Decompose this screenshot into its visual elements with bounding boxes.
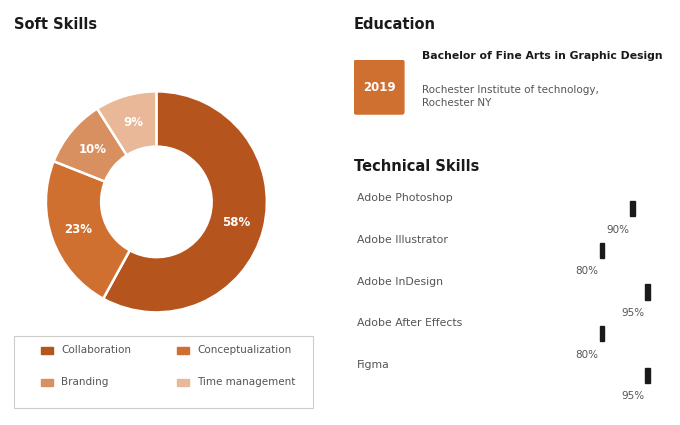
Wedge shape [46,161,130,299]
FancyBboxPatch shape [354,60,405,115]
Text: Figma: Figma [357,360,390,370]
Text: Adobe After Effects: Adobe After Effects [357,318,462,329]
Bar [630,201,634,216]
Bar [645,284,650,300]
Text: Technical Skills: Technical Skills [354,159,479,174]
Text: 2019: 2019 [363,81,395,94]
Text: 9%: 9% [123,116,143,129]
Text: Branding: Branding [61,377,109,387]
Text: 10%: 10% [79,142,107,156]
Text: 80%: 80% [575,350,598,360]
Text: Adobe InDesign: Adobe InDesign [357,277,443,287]
Text: Adobe Photoshop: Adobe Photoshop [357,193,453,204]
Text: 95%: 95% [621,391,644,402]
Bar [600,243,604,258]
Text: Soft Skills: Soft Skills [14,17,97,32]
Text: Bachelor of Fine Arts in Graphic Design: Bachelor of Fine Arts in Graphic Design [422,51,662,61]
Bar [645,368,650,383]
Text: 23%: 23% [65,224,92,236]
Text: Time management: Time management [197,377,296,387]
Text: Conceptualization: Conceptualization [197,345,292,355]
Wedge shape [97,91,156,155]
Text: 90%: 90% [606,225,629,235]
Text: Adobe Illustrator: Adobe Illustrator [357,235,448,245]
Text: 95%: 95% [621,308,644,318]
Text: 80%: 80% [575,266,598,277]
Wedge shape [54,108,126,181]
Wedge shape [103,91,267,312]
Text: 58%: 58% [222,216,251,229]
Text: Rochester Institute of technology,
Rochester NY: Rochester Institute of technology, Roche… [422,85,598,108]
Bar [600,326,604,341]
Text: Collaboration: Collaboration [61,345,131,355]
Text: Education: Education [354,17,436,32]
